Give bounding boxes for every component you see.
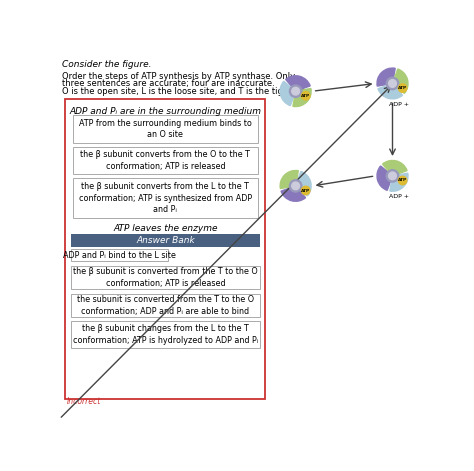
Circle shape [386, 77, 399, 89]
Circle shape [301, 186, 310, 195]
FancyBboxPatch shape [73, 147, 258, 173]
Text: the β subunit converts from the L to the T
conformation; ATP is synthesized from: the β subunit converts from the L to the… [79, 182, 252, 214]
Wedge shape [392, 69, 408, 93]
Text: ADP +: ADP + [389, 195, 409, 199]
FancyBboxPatch shape [65, 99, 265, 399]
FancyBboxPatch shape [71, 321, 260, 348]
FancyBboxPatch shape [73, 178, 258, 218]
Text: the β subunit changes from the L to the T
conformation; ATP is hydrolyzed to ADP: the β subunit changes from the L to the … [73, 324, 258, 345]
Text: ATP: ATP [301, 188, 310, 193]
Text: ATP from the surrounding medium binds to
an O site: ATP from the surrounding medium binds to… [79, 119, 252, 139]
FancyBboxPatch shape [71, 294, 260, 317]
Circle shape [389, 172, 396, 180]
Text: the β subunit is converted from the T to the O
conformation; ATP is released: the β subunit is converted from the T to… [73, 267, 258, 288]
Circle shape [290, 85, 302, 97]
Text: ATP leaves the enzyme: ATP leaves the enzyme [113, 224, 218, 233]
Text: ADP and Pᵢ are in the surrounding medium: ADP and Pᵢ are in the surrounding medium [69, 106, 262, 115]
Wedge shape [280, 81, 296, 106]
Circle shape [292, 87, 300, 95]
Wedge shape [377, 68, 395, 86]
Wedge shape [383, 161, 407, 176]
Wedge shape [377, 166, 392, 190]
Text: ATP: ATP [398, 179, 407, 182]
FancyBboxPatch shape [71, 234, 260, 247]
Circle shape [389, 80, 396, 87]
Wedge shape [286, 76, 310, 91]
FancyBboxPatch shape [71, 249, 168, 261]
FancyBboxPatch shape [71, 266, 260, 289]
Circle shape [398, 84, 407, 92]
Circle shape [386, 170, 399, 182]
Text: ADP +: ADP + [389, 102, 409, 107]
Circle shape [292, 182, 300, 190]
Text: O is the open site, L is the loose site, and T is the tight site.: O is the open site, L is the loose site,… [62, 87, 311, 97]
Text: the subunit is converted from the T to the O
conformation; ADP and Pᵢ are able t: the subunit is converted from the T to t… [77, 295, 254, 316]
Circle shape [301, 91, 310, 100]
Wedge shape [293, 89, 311, 106]
Text: ADP and Pᵢ bind to the L site: ADP and Pᵢ bind to the L site [63, 251, 176, 260]
FancyBboxPatch shape [73, 115, 258, 143]
Wedge shape [296, 171, 311, 196]
Text: ATP: ATP [301, 94, 310, 98]
Text: Incorrect: Incorrect [67, 397, 101, 406]
Wedge shape [281, 186, 306, 201]
Text: three sentences are accurate; four are inaccurate.: three sentences are accurate; four are i… [62, 79, 274, 88]
Text: Order the steps of ATP synthesis by ATP synthase. Only: Order the steps of ATP synthesis by ATP … [62, 72, 295, 81]
Text: Consider the figure.: Consider the figure. [62, 60, 151, 69]
Circle shape [398, 176, 407, 185]
Wedge shape [280, 171, 298, 188]
Wedge shape [378, 83, 402, 99]
Text: Answer Bank: Answer Bank [136, 236, 195, 244]
Wedge shape [390, 173, 408, 191]
Text: ATP: ATP [398, 86, 407, 90]
Text: the β subunit converts from the O to the T
conformation; ATP is released: the β subunit converts from the O to the… [81, 150, 250, 171]
Circle shape [290, 180, 302, 192]
